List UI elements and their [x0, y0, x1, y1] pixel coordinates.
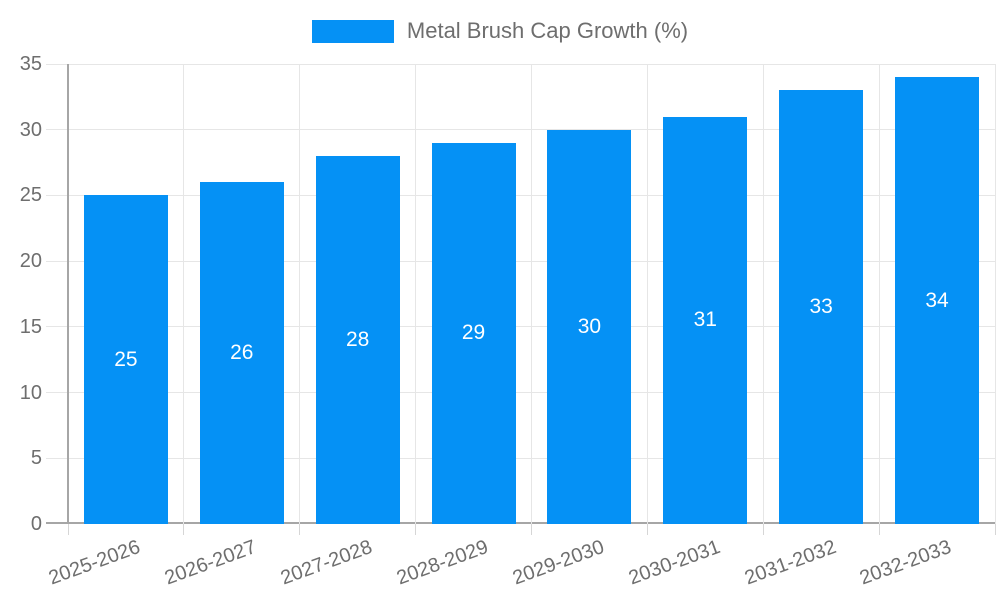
y-tick-label: 25: [19, 184, 42, 207]
bar[interactable]: 25: [83, 195, 168, 524]
v-gridline: [878, 64, 880, 524]
x-tick-label: 2028-2029: [393, 536, 492, 590]
bar-value-label: 29: [461, 321, 486, 345]
x-tick-label: 2031-2032: [741, 536, 839, 590]
y-tick-label: 5: [30, 447, 42, 470]
bar[interactable]: 30: [547, 129, 632, 524]
v-gridline: [531, 64, 532, 524]
bar-value-label: 25: [114, 347, 138, 371]
x-tick-label: 2029-2030: [509, 536, 607, 590]
bar[interactable]: 33: [779, 90, 864, 524]
y-tick-mark: [46, 194, 68, 196]
y-axis-line: [67, 64, 69, 524]
y-tick-mark: [46, 129, 68, 131]
bar-value-label: 33: [809, 295, 833, 319]
legend-swatch: [311, 19, 394, 43]
y-tick-label: 0: [30, 513, 42, 535]
bar-value-label: 26: [230, 341, 254, 365]
x-tick-mark: [183, 524, 185, 535]
y-tick-mark: [46, 326, 68, 328]
x-tick-mark: [878, 524, 880, 535]
bar[interactable]: 34: [895, 77, 980, 524]
y-tick-label: 30: [19, 118, 42, 141]
x-tick-label: 2030-2031: [625, 536, 723, 590]
x-tick-mark: [531, 524, 532, 535]
x-tick-mark: [646, 524, 648, 535]
y-tick-mark: [46, 260, 68, 262]
y-tick-label: 35: [19, 53, 42, 75]
x-tick-mark: [994, 524, 996, 535]
bar-value-label: 30: [577, 314, 602, 338]
x-axis-line: [46, 522, 995, 524]
y-tick-label: 20: [19, 250, 42, 273]
bar[interactable]: 26: [199, 182, 284, 524]
v-gridline: [299, 64, 301, 524]
bar[interactable]: 31: [663, 116, 748, 524]
bar-value-label: 28: [346, 328, 370, 351]
x-tick-label: 2032-2033: [857, 536, 955, 590]
y-tick-mark: [46, 457, 68, 459]
y-tick-label: 15: [19, 315, 42, 338]
x-tick-label: 2027-2028: [277, 536, 376, 590]
x-tick-mark: [67, 524, 69, 535]
v-gridline: [994, 64, 996, 524]
legend: Metal Brush Cap Growth (%): [0, 16, 1000, 46]
bar-value-label: 34: [925, 288, 949, 312]
x-tick-mark: [415, 524, 417, 535]
v-gridline: [646, 64, 648, 524]
v-gridline: [415, 64, 417, 524]
x-tick-mark: [299, 524, 301, 535]
plot-area: 0 5 10 15 20 25 30 35 25 26 28 29 30 31 33 34 2025-2026 2…: [20, 53, 996, 589]
x-tick-mark: [762, 524, 764, 535]
bar[interactable]: 29: [431, 142, 516, 524]
y-tick-mark: [46, 392, 68, 394]
v-gridline: [183, 64, 185, 524]
bar[interactable]: 28: [315, 156, 400, 524]
x-tick-label: 2026-2027: [161, 536, 260, 590]
legend-label: Metal Brush Cap Growth (%): [406, 18, 689, 43]
y-tick-label: 10: [19, 381, 42, 404]
y-tick-mark: [46, 63, 68, 65]
bar-value-label: 31: [693, 308, 717, 332]
v-gridline: [762, 64, 764, 524]
x-tick-label: 2025-2026: [46, 536, 144, 590]
